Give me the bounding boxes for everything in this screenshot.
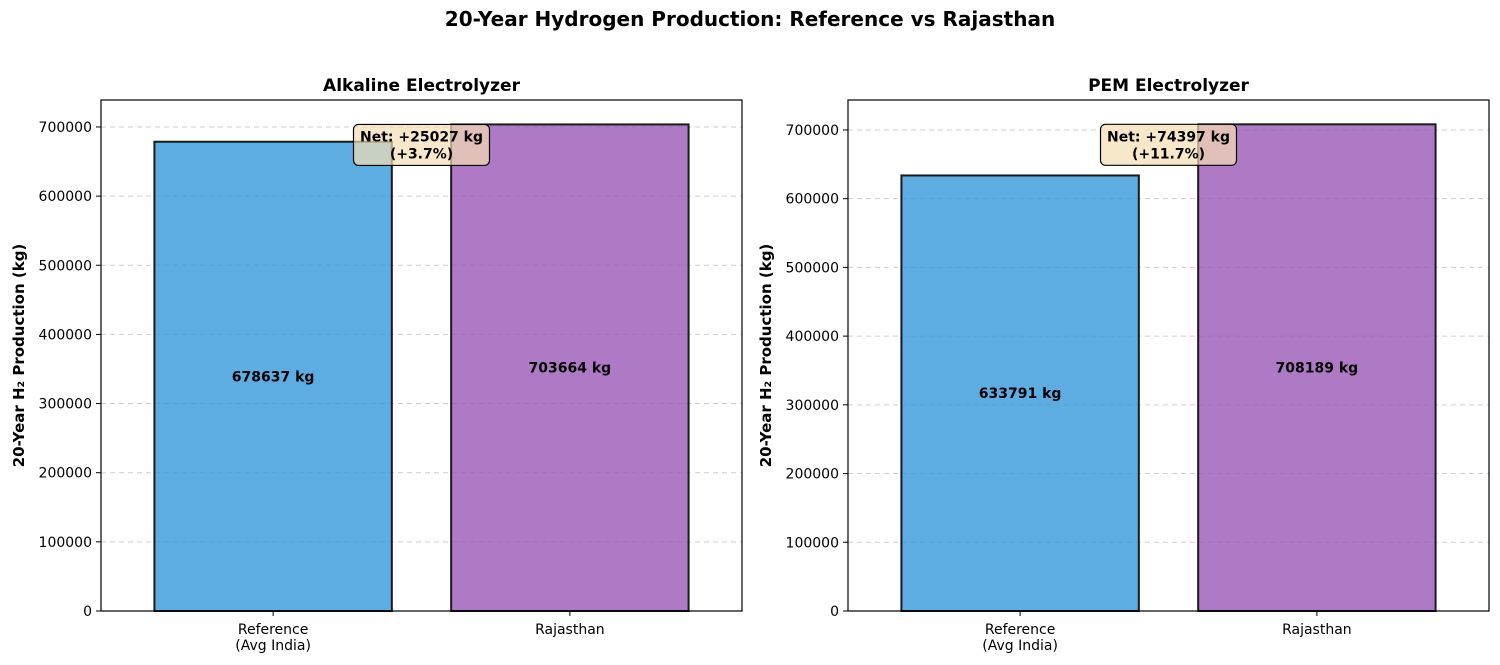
y-tick-label: 500000: [786, 260, 839, 276]
y-tick-label: 200000: [39, 466, 92, 482]
y-tick-label: 100000: [39, 535, 92, 551]
y-tick-label: 600000: [39, 189, 92, 205]
net-annotation: Net: +25027 kg(+3.7%): [352, 123, 491, 167]
chart-panel-2: 633791 kg 708189 kg 0 100000 200000 300000 400…: [757, 76, 1490, 654]
axes-frame: [100, 99, 743, 612]
panels: 678637 kg 703664 kg 0 100000 200000 300000 400…: [10, 76, 1490, 654]
bar-rajasthan: [450, 123, 690, 612]
x-tick-label: (Avg India): [982, 638, 1058, 654]
y-tick-label: 600000: [786, 192, 839, 208]
x-tick-label: Reference: [985, 622, 1056, 638]
x-tick-label: Rajasthan: [535, 622, 605, 638]
bar-reference: [900, 174, 1140, 613]
annotation-text: (+3.7%): [390, 146, 453, 162]
y-axis-label: 20-Year H₂ Production (kg): [10, 244, 28, 468]
y-tick-label: 400000: [39, 327, 92, 343]
y-tick-label: 500000: [39, 258, 92, 274]
net-annotation: Net: +74397 kg(+11.7%): [1099, 123, 1238, 166]
y-tick-label: 300000: [786, 398, 839, 414]
x-tick-label: Rajasthan: [1282, 622, 1352, 638]
bar-value-label: 633791 kg: [979, 386, 1062, 402]
x-tick-label: Reference: [238, 622, 309, 638]
axes-frame: [847, 99, 1490, 612]
y-tick-label: 0: [830, 604, 839, 620]
bar-reference: [153, 140, 393, 612]
panel-title: Alkaline Electrolyzer: [323, 76, 521, 96]
y-tick-label: 700000: [39, 120, 92, 136]
annotation-box: [352, 123, 491, 167]
annotation-text: Net: +25027 kg: [360, 129, 483, 145]
panel-title: PEM Electrolyzer: [1088, 76, 1249, 96]
y-tick-label: 300000: [39, 397, 92, 413]
annotation-box: [1099, 123, 1238, 166]
bar-rajasthan: [1197, 123, 1437, 612]
x-tick-label: (Avg India): [235, 638, 311, 654]
y-axis-label: 20-Year H₂ Production (kg): [757, 244, 775, 468]
bar-value-label: 678637 kg: [232, 369, 315, 385]
chart-panel-1: 678637 kg 703664 kg 0 100000 200000 300000 400…: [10, 76, 743, 654]
y-tick-label: 100000: [786, 535, 839, 551]
y-tick-label: 400000: [786, 329, 839, 345]
y-tick-label: 200000: [786, 467, 839, 483]
bar-value-label: 708189 kg: [1276, 361, 1359, 377]
bar-value-label: 703664 kg: [529, 361, 612, 377]
y-tick-label: 700000: [786, 123, 839, 139]
figure-title: 20-Year Hydrogen Production: Reference v…: [445, 7, 1055, 31]
annotation-text: Net: +74397 kg: [1107, 129, 1230, 145]
annotation-text: (+11.7%): [1132, 146, 1205, 162]
y-tick-label: 0: [83, 604, 92, 620]
